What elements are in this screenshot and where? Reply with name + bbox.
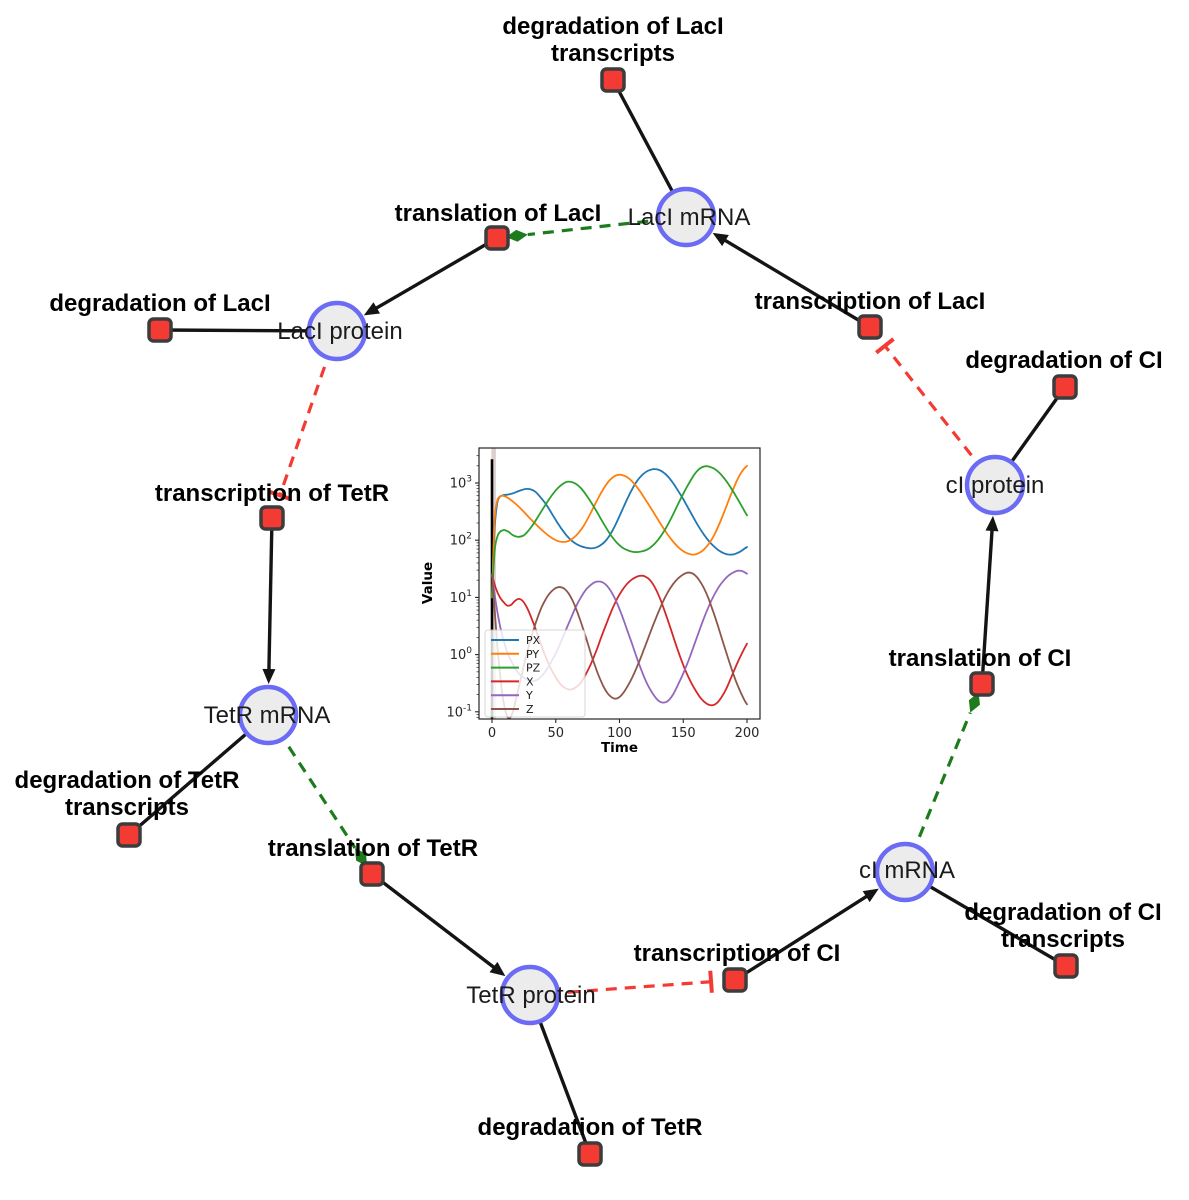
nodes-layer	[116, 67, 1079, 1167]
reaction-label-translation_laci: translation of LacI	[395, 200, 602, 227]
edge-production-translation_tetr-to-tetr_protein	[370, 872, 497, 970]
inhibition-tbar	[708, 970, 714, 993]
species-node-ci_mrna	[874, 841, 936, 903]
species-node-ci_protein	[964, 454, 1026, 516]
edge-production-transcription_tetr-to-tetr_mrna	[267, 517, 274, 672]
reaction-node-deg_tetr_transcripts	[116, 822, 142, 848]
reaction-label-deg_tetr: degradation of TetR	[478, 1114, 703, 1141]
species-node-laci_mrna	[655, 186, 717, 248]
reaction-node-transcription_tetr	[259, 505, 285, 531]
chart-y-tick-label: 100	[450, 646, 473, 663]
chart-series-PX	[491, 468, 748, 599]
chart-legend-label-PX: PX	[526, 634, 541, 647]
reaction-label-deg_laci: degradation of LacI	[49, 290, 270, 317]
chart-x-tick-label: 200	[735, 726, 760, 741]
species-label-tetr_mrna: TetR mRNA	[204, 702, 331, 729]
modifier-diamond	[505, 229, 528, 242]
inhibition-tbar	[268, 489, 291, 501]
reaction-node-translation_tetr	[359, 861, 385, 887]
species-label-ci_mrna: cI mRNA	[859, 857, 955, 884]
reaction-node-deg_ci_transcripts	[1053, 953, 1079, 979]
chart-series-X	[491, 573, 748, 707]
species-label-tetr_protein: TetR protein	[466, 982, 595, 1009]
species-node-laci_protein	[306, 300, 368, 362]
arrowhead	[862, 888, 879, 903]
chart-legend-label-Y: Y	[525, 689, 533, 702]
reaction-label-deg_laci_transcripts: degradation of LacI	[502, 13, 723, 40]
edges-layer	[127, 79, 1067, 1155]
reaction-label-translation_ci: translation of CI	[889, 645, 1072, 672]
reaction-node-transcription_laci	[857, 314, 883, 340]
edge-production-transcription_ci-to-ci_mrna	[734, 894, 869, 982]
reaction-label-transcription_tetr: transcription of TetR	[155, 480, 389, 507]
species-node-tetr_mrna	[237, 684, 299, 746]
reaction-node-deg_tetr	[577, 1141, 603, 1167]
labels-layer: degradation of LacItranscriptstranslatio…	[15, 13, 1163, 1141]
chart-x-tick-label: 100	[607, 726, 632, 741]
arrowhead	[262, 668, 276, 685]
arrowhead	[985, 515, 999, 532]
chart-legend-label-PY: PY	[526, 648, 539, 661]
chart-legend-label-X: X	[526, 675, 534, 688]
reaction-label-deg_laci_transcripts: transcripts	[551, 40, 675, 67]
reaction-label-transcription_laci: transcription of LacI	[755, 288, 986, 315]
chart-y-tick-label: 102	[450, 532, 472, 549]
reaction-node-translation_ci	[969, 671, 995, 697]
chart-legend-label-Z: Z	[526, 703, 534, 716]
chart-series-PZ	[491, 465, 748, 599]
chart-y-tick-label: 10-1	[446, 703, 472, 720]
inhibition-tbar	[875, 337, 895, 355]
reaction-label-deg_tetr_transcripts: transcripts	[65, 794, 189, 821]
edge-production-translation_laci-to-laci_protein	[374, 236, 498, 311]
reaction-node-deg_ci	[1052, 374, 1078, 400]
reaction-node-transcription_ci	[722, 967, 748, 993]
arrowhead	[712, 232, 729, 247]
chart-x-tick-label: 150	[671, 726, 696, 741]
arrowhead	[363, 302, 381, 316]
reaction-node-translation_laci	[484, 225, 510, 251]
chart-y-tick-label: 103	[450, 475, 472, 492]
arrowhead	[489, 961, 506, 977]
chart-legend-label-PZ: PZ	[526, 662, 541, 675]
edge-consumption-tetr_mrna-to-deg_tetr_transcripts	[127, 713, 270, 837]
reaction-label-transcription_ci: transcription of CI	[634, 940, 841, 967]
edge-consumption-ci_mrna-to-deg_ci_transcripts	[904, 870, 1067, 968]
chart-x-tick-label: 0	[488, 726, 496, 741]
chart-series-PY	[491, 464, 748, 599]
reaction-label-deg_ci: degradation of CI	[965, 347, 1162, 374]
species-node-tetr_protein	[499, 964, 561, 1026]
species-label-laci_mrna: LacI mRNA	[628, 204, 751, 231]
chart-x-axis-label: Time	[601, 740, 638, 756]
modifier-diamond	[968, 692, 980, 713]
reaction-label-deg_tetr_transcripts: degradation of TetR	[15, 767, 240, 794]
chart-x-tick-label: 50	[547, 726, 564, 741]
edge-production-translation_ci-to-ci_protein	[980, 528, 994, 685]
chart-y-axis-label: Value	[420, 562, 436, 604]
reaction-label-deg_ci_transcripts: degradation of CI	[964, 899, 1161, 926]
reaction-node-deg_laci_transcripts	[600, 67, 626, 93]
timeseries-chart: 0 50 100 150 200Time10310210110010-1ValuePXP…	[420, 447, 761, 756]
reaction-label-deg_ci_transcripts: transcripts	[1001, 926, 1125, 953]
edge-production-transcription_laci-to-laci_mrna	[722, 238, 871, 329]
chart-y-tick-label: 101	[450, 589, 472, 606]
species-label-laci_protein: LacI protein	[277, 318, 402, 345]
species-label-ci_protein: cI protein	[946, 472, 1045, 499]
reaction-node-deg_laci	[147, 317, 173, 343]
reaction-label-translation_tetr: translation of TetR	[268, 835, 478, 862]
